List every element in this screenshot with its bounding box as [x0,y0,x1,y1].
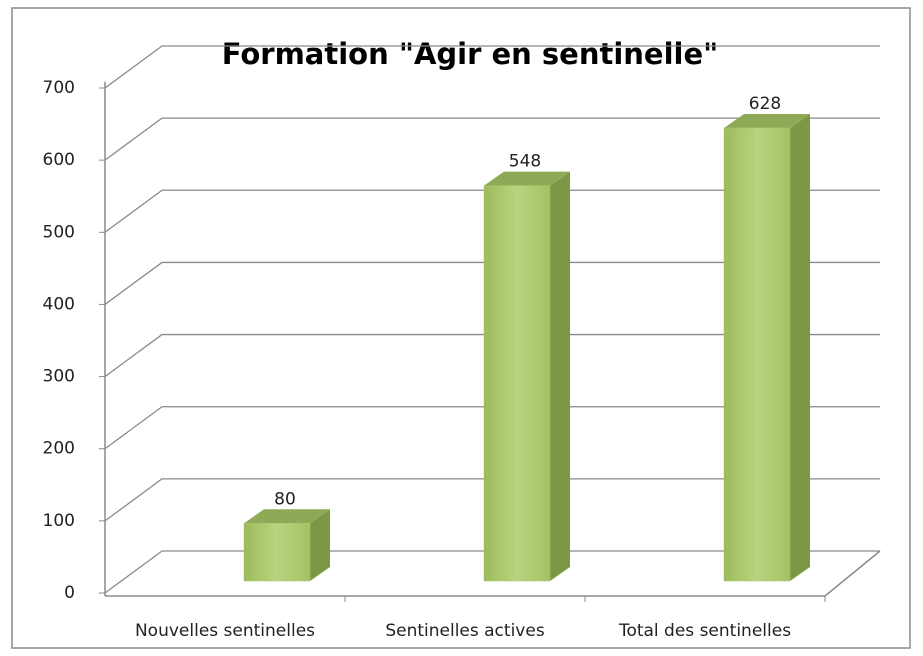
bar-top [484,171,570,186]
y-tick-label: 200 [43,439,75,459]
grid-line [104,45,880,89]
bar-side [550,171,570,581]
data-label: 80 [274,489,296,509]
y-tick-label: 600 [43,150,75,170]
bar-top [244,509,330,524]
chart-title: Formation "Agir en sentinelle" [222,37,719,71]
bar-side [790,113,810,581]
y-tick-label: 0 [64,583,75,603]
data-label: 628 [749,94,781,114]
bar-top [724,113,810,128]
y-tick-label: 500 [43,222,75,242]
y-tick-label: 700 [43,78,75,98]
bar [243,523,311,582]
y-tick-label: 300 [43,367,75,387]
grid-line [104,261,880,305]
grid-line [104,478,880,522]
x-tick-label: Nouvelles sentinelles [135,621,315,641]
grid-line [104,550,880,594]
grid-line [104,333,880,378]
bar [483,185,551,582]
grid-line [104,189,880,233]
bar-side [310,509,330,581]
bar [723,127,791,582]
x-tick-label: Sentinelles actives [385,621,544,641]
data-label: 548 [509,152,541,172]
x-tick-label: Total des sentinelles [618,621,791,641]
y-tick-label: 100 [43,511,75,531]
y-tick-label: 400 [43,294,75,314]
grid-line [104,406,880,450]
grid-line [104,117,880,161]
